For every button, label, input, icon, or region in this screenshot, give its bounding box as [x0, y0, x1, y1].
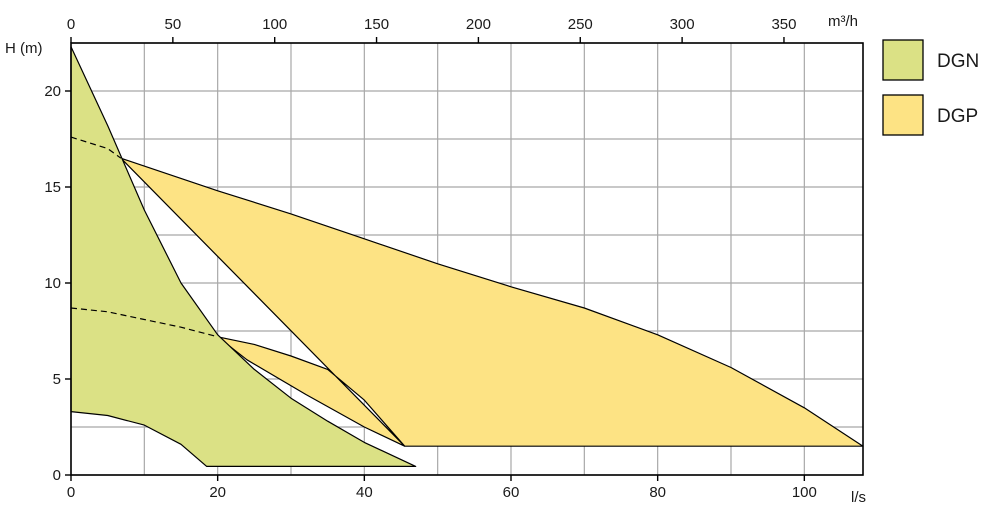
- y-axis-label: H (m): [5, 40, 43, 57]
- legend: DGN DGP: [882, 39, 979, 136]
- series-area-dgp: [120, 157, 864, 447]
- series-areas: [70, 46, 864, 467]
- x-top-tick-label: 350: [771, 16, 796, 33]
- x-top-tick-label: 50: [165, 16, 182, 33]
- x-top-tick-label: 150: [364, 16, 389, 33]
- x-top-tick-label: 250: [568, 16, 593, 33]
- x-bottom-axis-label: l/s: [851, 489, 866, 506]
- y-tick-label: 15: [44, 179, 61, 196]
- y-tick-label: 20: [44, 83, 61, 100]
- x-top-tick-label: 300: [670, 16, 695, 33]
- x-bottom-tick-label: 20: [209, 484, 226, 501]
- x-top-tick-label: 100: [262, 16, 287, 33]
- x-top-tick-label: 200: [466, 16, 491, 33]
- y-tick-label: 0: [53, 467, 61, 484]
- x-top-axis-label: m³/h: [828, 13, 858, 30]
- x-bottom-tick-label: 100: [792, 484, 817, 501]
- y-tick-label: 5: [53, 371, 61, 388]
- x-top-tick-label: 0: [67, 16, 75, 33]
- x-bottom-tick-label: 60: [503, 484, 520, 501]
- dashed-curve-dgp: [70, 136, 122, 159]
- legend-swatch-dgp: [882, 94, 924, 136]
- legend-label-dgp: DGP: [937, 106, 978, 127]
- legend-label-dgn: DGN: [937, 51, 979, 72]
- x-bottom-tick-label: 0: [67, 484, 75, 501]
- y-tick-label: 10: [44, 275, 61, 292]
- plot-frame: [70, 42, 864, 476]
- x-bottom-tick-label: 40: [356, 484, 373, 501]
- x-bottom-tick-label: 80: [649, 484, 666, 501]
- legend-swatch-dgn: [882, 39, 924, 81]
- dashed-curve-dgn: [70, 307, 218, 338]
- series-area-dgn: [70, 46, 417, 467]
